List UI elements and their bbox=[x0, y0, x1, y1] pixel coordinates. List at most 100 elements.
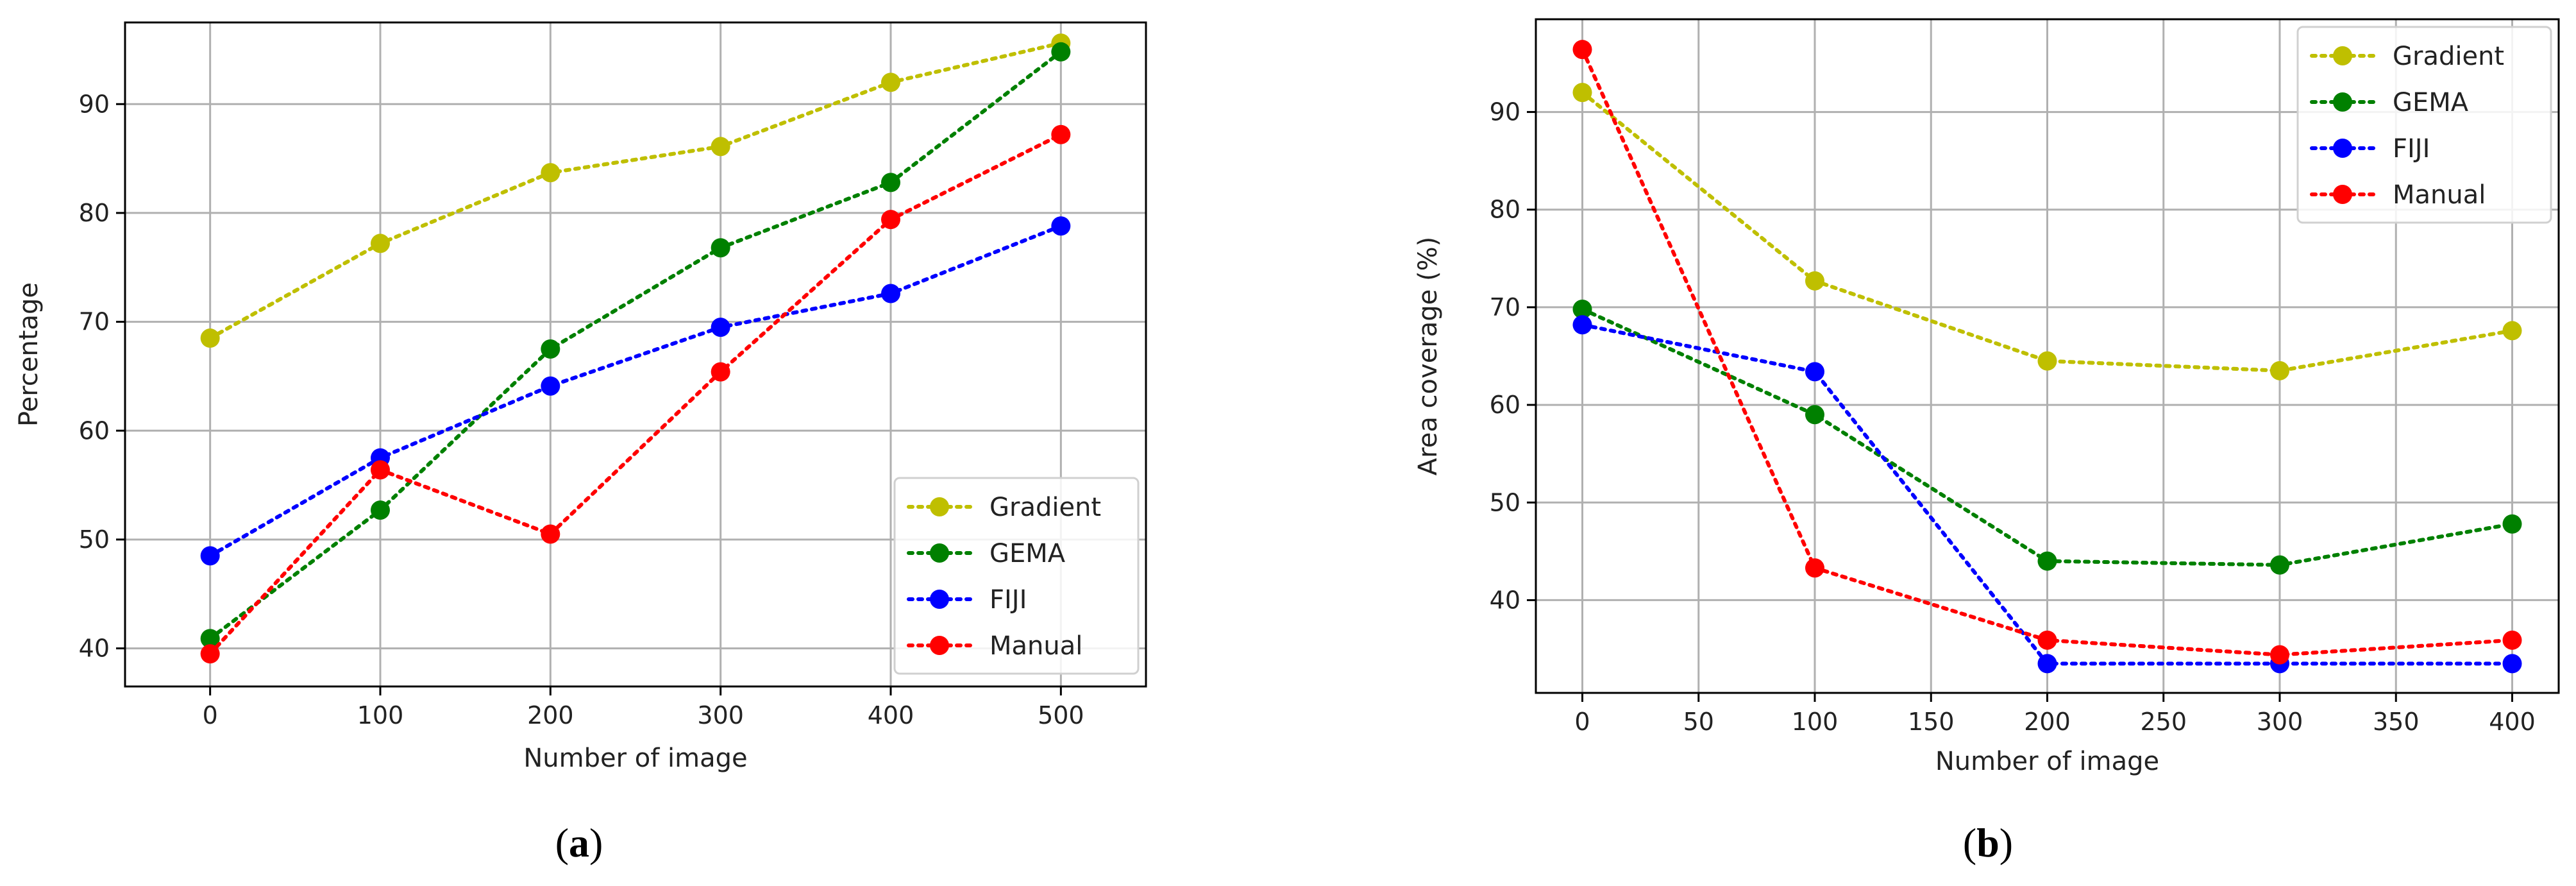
x-tick-label: 0 bbox=[203, 701, 218, 729]
legend-label-gradient: Gradient bbox=[989, 493, 1101, 522]
x-tick-label: 400 bbox=[868, 701, 914, 729]
data-point-fiji bbox=[541, 376, 560, 396]
caption-open-paren: ( bbox=[555, 820, 569, 865]
panel-caption: (a) bbox=[555, 820, 603, 865]
data-point-fiji bbox=[200, 546, 220, 566]
data-point-manual bbox=[2502, 630, 2522, 650]
data-point-gradient bbox=[2037, 351, 2057, 371]
data-point-gradient bbox=[1572, 83, 1592, 103]
caption-close-paren: ) bbox=[1999, 820, 2013, 865]
data-point-fiji bbox=[1051, 216, 1071, 236]
panel-caption: (b) bbox=[1963, 820, 2013, 865]
y-axis-label: Percentage bbox=[14, 282, 44, 427]
data-point-fiji bbox=[2037, 654, 2057, 674]
y-tick-label: 90 bbox=[79, 90, 110, 118]
caption-close-paren: ) bbox=[589, 820, 603, 865]
legend: Gradient GEMA FIJI Manual bbox=[2296, 26, 2552, 224]
data-point-gema bbox=[881, 173, 900, 192]
x-tick-label: 250 bbox=[2140, 708, 2187, 736]
data-point-manual bbox=[881, 210, 900, 230]
y-tick-label: 60 bbox=[79, 416, 110, 445]
data-point-manual bbox=[371, 460, 390, 480]
y-tick-label: 80 bbox=[1490, 196, 1520, 224]
data-point-fiji bbox=[711, 318, 730, 337]
y-tick-label: 50 bbox=[79, 525, 110, 554]
data-point-gradient bbox=[1805, 271, 1824, 291]
legend-marker-gema bbox=[930, 543, 949, 563]
x-tick-label: 50 bbox=[1683, 708, 1714, 736]
data-point-gema bbox=[1805, 405, 1824, 425]
series-line-manual bbox=[208, 132, 1063, 656]
caption-letter: b bbox=[1976, 820, 1999, 865]
data-point-gradient bbox=[371, 234, 390, 253]
data-point-gema bbox=[711, 238, 730, 258]
data-point-gema bbox=[2037, 551, 2057, 571]
legend-label-gema: GEMA bbox=[989, 539, 1066, 568]
data-point-manual bbox=[541, 524, 560, 544]
legend-label-fiji: FIJI bbox=[989, 585, 1027, 615]
x-tick-label: 300 bbox=[697, 701, 744, 729]
data-point-gema bbox=[200, 629, 220, 649]
legend-marker-gradient bbox=[2333, 46, 2352, 65]
caption-open-paren: ( bbox=[1963, 820, 1976, 865]
y-tick-label: 70 bbox=[79, 308, 110, 336]
x-axis-label: Number of image bbox=[1935, 747, 2159, 776]
data-point-gradient bbox=[2270, 361, 2289, 380]
x-tick-label: 100 bbox=[357, 701, 404, 729]
data-point-gema bbox=[541, 339, 560, 359]
caption-letter: a bbox=[569, 820, 589, 865]
data-point-manual bbox=[711, 362, 730, 382]
x-tick-label: 100 bbox=[1792, 708, 1839, 736]
data-point-gradient bbox=[541, 163, 560, 183]
data-point-manual bbox=[1805, 558, 1824, 578]
legend-label-fiji: FIJI bbox=[2393, 134, 2430, 164]
data-point-fiji bbox=[1805, 362, 1824, 382]
data-point-manual bbox=[1051, 124, 1071, 144]
y-axis-label: Area coverage (%) bbox=[1413, 237, 1443, 475]
legend-box bbox=[893, 477, 1140, 675]
legend: Gradient GEMA FIJI Manual bbox=[893, 477, 1140, 675]
data-point-gema bbox=[2502, 514, 2522, 534]
y-tick-label: 40 bbox=[79, 635, 110, 663]
legend-marker-manual bbox=[2333, 185, 2352, 204]
data-point-gema bbox=[371, 500, 390, 520]
data-point-fiji bbox=[1572, 315, 1592, 335]
y-tick-label: 80 bbox=[79, 199, 110, 227]
data-point-fiji bbox=[881, 284, 900, 303]
y-tick-label: 50 bbox=[1490, 488, 1520, 516]
data-point-manual bbox=[200, 644, 220, 664]
x-tick-label: 300 bbox=[2257, 708, 2303, 736]
x-tick-label: 500 bbox=[1038, 701, 1084, 729]
legend-marker-fiji bbox=[2333, 139, 2352, 158]
x-axis-label: Number of image bbox=[523, 744, 747, 773]
x-tick-label: 0 bbox=[1574, 708, 1590, 736]
legend-marker-fiji bbox=[930, 590, 949, 609]
y-tick-label: 40 bbox=[1490, 586, 1520, 614]
legend-marker-gradient bbox=[930, 497, 949, 516]
data-point-fiji bbox=[2502, 654, 2522, 674]
y-tick-label: 60 bbox=[1490, 391, 1520, 419]
series-line-gema bbox=[208, 49, 1063, 641]
data-point-gradient bbox=[2502, 321, 2522, 341]
x-tick-label: 200 bbox=[527, 701, 574, 729]
legend-label-gradient: Gradient bbox=[2393, 42, 2504, 71]
series-line-gradient bbox=[1580, 90, 2514, 373]
x-tick-label: 350 bbox=[2373, 708, 2420, 736]
y-tick-label: 90 bbox=[1490, 98, 1520, 126]
data-point-gradient bbox=[711, 137, 730, 157]
x-tick-label: 400 bbox=[2489, 708, 2536, 736]
chart-panel-b: 0 50 100 150 200 250 300 350 400 40 50 60 70 80 90 Numb… bbox=[1413, 18, 2560, 865]
legend-marker-manual bbox=[930, 636, 949, 655]
data-point-manual bbox=[1572, 40, 1592, 60]
series-line-gradient bbox=[208, 41, 1063, 341]
y-tick-label: 70 bbox=[1490, 293, 1520, 321]
legend-box bbox=[2296, 26, 2552, 224]
legend-label-gema: GEMA bbox=[2393, 88, 2469, 117]
plot-frame bbox=[124, 21, 1147, 688]
data-point-gradient bbox=[200, 328, 220, 348]
legend-label-manual: Manual bbox=[2393, 180, 2486, 210]
chart-panel-a: 0 100 200 300 400 500 40 50 60 70 80 90 Number of im… bbox=[14, 21, 1147, 865]
data-point-gradient bbox=[881, 72, 900, 92]
data-point-manual bbox=[2037, 630, 2057, 650]
